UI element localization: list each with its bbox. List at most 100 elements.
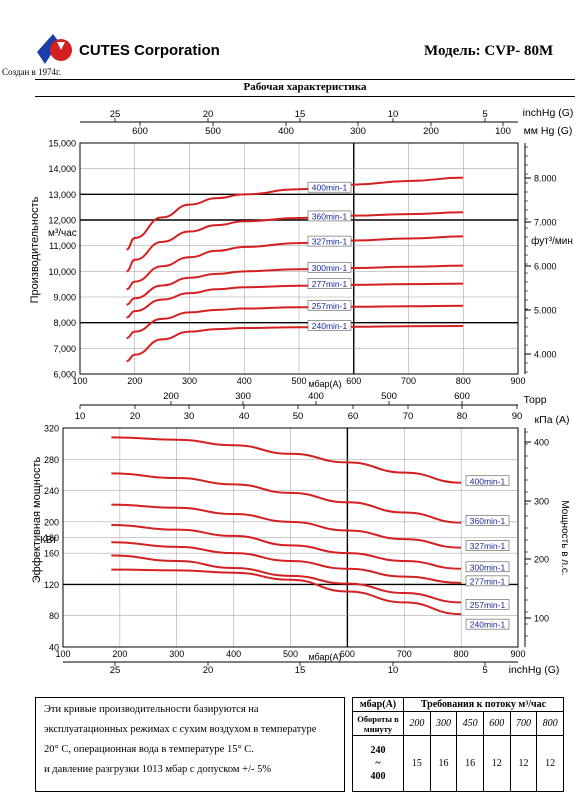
section-title: Рабочая характеристика xyxy=(243,81,367,93)
series-label: 277min-1 xyxy=(312,279,348,289)
y2-tick-label: 200 xyxy=(534,555,549,565)
table-pressure-cell: 800 xyxy=(536,711,564,736)
founded-text: Создан в 1974г. xyxy=(2,67,61,77)
lower-y-axis-title: Эффективная мощность xyxy=(31,456,43,583)
table-pressure-cell: 300 xyxy=(429,711,458,736)
series-line-240min-1 xyxy=(111,568,462,616)
rpm-sep: ~ xyxy=(375,758,381,769)
table-pressure-cell: 200 xyxy=(403,711,431,736)
y-tick-label: 13,000 xyxy=(48,190,76,200)
y-tick-label: 11,000 xyxy=(49,241,76,251)
series-label-box xyxy=(465,540,510,551)
series-line-360min-1 xyxy=(111,472,462,524)
series-label-box xyxy=(465,561,510,573)
series-label: 277min-1 xyxy=(470,576,506,586)
lower-y-unit: КВт xyxy=(40,535,57,546)
series-line-300min-1 xyxy=(126,264,464,306)
top-inhg-scale: inchHg (G) xyxy=(523,107,574,119)
y-tick-label: 180 xyxy=(44,533,59,543)
series-label: 240min-1 xyxy=(470,620,506,630)
company-logo xyxy=(37,34,72,64)
upper-y-unit: м³/час xyxy=(48,228,77,239)
table-pressure-cell: 700 xyxy=(509,711,538,736)
series-label: 360min-1 xyxy=(312,211,348,221)
series-label: 300min-1 xyxy=(470,562,506,572)
kpa-tick-label: 40 xyxy=(239,411,250,422)
table-title: Требования к потоку м³/час xyxy=(403,697,564,712)
x-tick-label: 900 xyxy=(510,376,525,386)
series-label: 257min-1 xyxy=(470,600,506,610)
logo-white-mark xyxy=(57,42,65,50)
kpa-tick-label: 10 xyxy=(75,411,86,422)
y-tick-label: 8,000 xyxy=(53,318,76,328)
series-label: 300min-1 xyxy=(312,263,348,273)
x-tick-label: 500 xyxy=(291,376,306,386)
x-tick-label: 200 xyxy=(127,376,142,386)
torr-tick-label: 200 xyxy=(163,391,179,402)
kpa-tick-label: 20 xyxy=(130,411,141,422)
series-line-240min-1 xyxy=(126,325,464,363)
top-inhg-tick-label: 20 xyxy=(203,109,214,120)
x-tick-label: 500 xyxy=(283,649,298,659)
top-inhg-tick-label: 10 xyxy=(388,109,399,120)
series-label-box xyxy=(465,475,510,487)
bottom-inhg-tick-label: 10 xyxy=(388,665,399,676)
series-label-box xyxy=(465,618,510,630)
x-tick-label: 800 xyxy=(456,376,471,386)
kpa-tick-label: 70 xyxy=(403,411,414,422)
series-label-box xyxy=(307,261,352,273)
table-pressure-cell: 450 xyxy=(456,711,484,736)
kpa-tick-label: 50 xyxy=(293,411,304,422)
x-tick-label: 800 xyxy=(454,649,469,659)
table-value-cell: 12 xyxy=(509,735,538,792)
y2-tick-label: 100 xyxy=(534,614,549,624)
x-tick-label: 300 xyxy=(169,649,184,659)
series-label-box xyxy=(307,181,352,193)
series-label: 400min-1 xyxy=(312,183,348,193)
series-line-257min-1 xyxy=(111,554,462,604)
table-value-cell: 16 xyxy=(429,735,458,792)
kpa-tick-label: 90 xyxy=(512,411,523,422)
table-value-cell: 12 xyxy=(482,735,511,792)
series-label: 400min-1 xyxy=(470,476,506,486)
series-label-box xyxy=(307,299,352,311)
x-tick-label: 900 xyxy=(510,649,525,659)
kpa-tick-label: 30 xyxy=(184,411,195,422)
y2-tick-label: 6.000 xyxy=(534,262,557,272)
series-label-box xyxy=(307,278,352,290)
series-line-327min-1 xyxy=(111,503,462,549)
top-inhg-tick-label: 5 xyxy=(482,109,487,120)
performance-chart: inchHg (G) 25 20 15 10 5 600 500 400 300 200 100 … xyxy=(29,107,574,676)
lower-x-unit: мбар(A) xyxy=(308,652,341,662)
x-tick-label: 200 xyxy=(112,649,127,659)
y-tick-label: 80 xyxy=(49,611,59,621)
note-line-4: и давление разгрузки 1013 мбар с допуско… xyxy=(44,764,272,775)
y-tick-label: 280 xyxy=(44,455,59,465)
bottom-inhg-tick-label: 20 xyxy=(203,665,214,676)
logo-blue-shape xyxy=(37,34,59,64)
bottom-inhg-label: inchHg (G) xyxy=(509,664,560,676)
torr-tick-label: 600 xyxy=(454,391,470,402)
top-mmhg-label: мм Hg (G) xyxy=(524,125,573,137)
lower-y2-axis-title: Мощность в л.с. xyxy=(559,500,570,575)
y-tick-label: 240 xyxy=(44,486,59,496)
y-tick-label: 9,000 xyxy=(53,293,76,303)
y-tick-label: 160 xyxy=(44,549,59,559)
table-header-pressure: мбар(A) xyxy=(352,697,404,712)
y2-tick-label: 7.000 xyxy=(534,218,557,228)
series-line-257min-1 xyxy=(126,304,464,340)
series-label-box xyxy=(465,599,510,610)
series-line-360min-1 xyxy=(126,211,464,273)
x-tick-label: 700 xyxy=(397,649,412,659)
torr-tick-label: 400 xyxy=(308,391,324,402)
y-tick-label: 200 xyxy=(44,517,59,527)
conditions-note: Эти кривые производительности базируются… xyxy=(35,697,345,792)
table-value-cell: 15 xyxy=(403,735,431,792)
top-mmhg-tick-label: 100 xyxy=(495,126,511,137)
series-label: 360min-1 xyxy=(470,516,506,526)
y-tick-label: 15,000 xyxy=(48,139,76,149)
table-pressure-cell: 600 xyxy=(482,711,511,736)
x-tick-label: 100 xyxy=(55,649,70,659)
bottom-inhg-tick-label: 15 xyxy=(295,665,306,676)
series-label: 257min-1 xyxy=(312,301,348,311)
